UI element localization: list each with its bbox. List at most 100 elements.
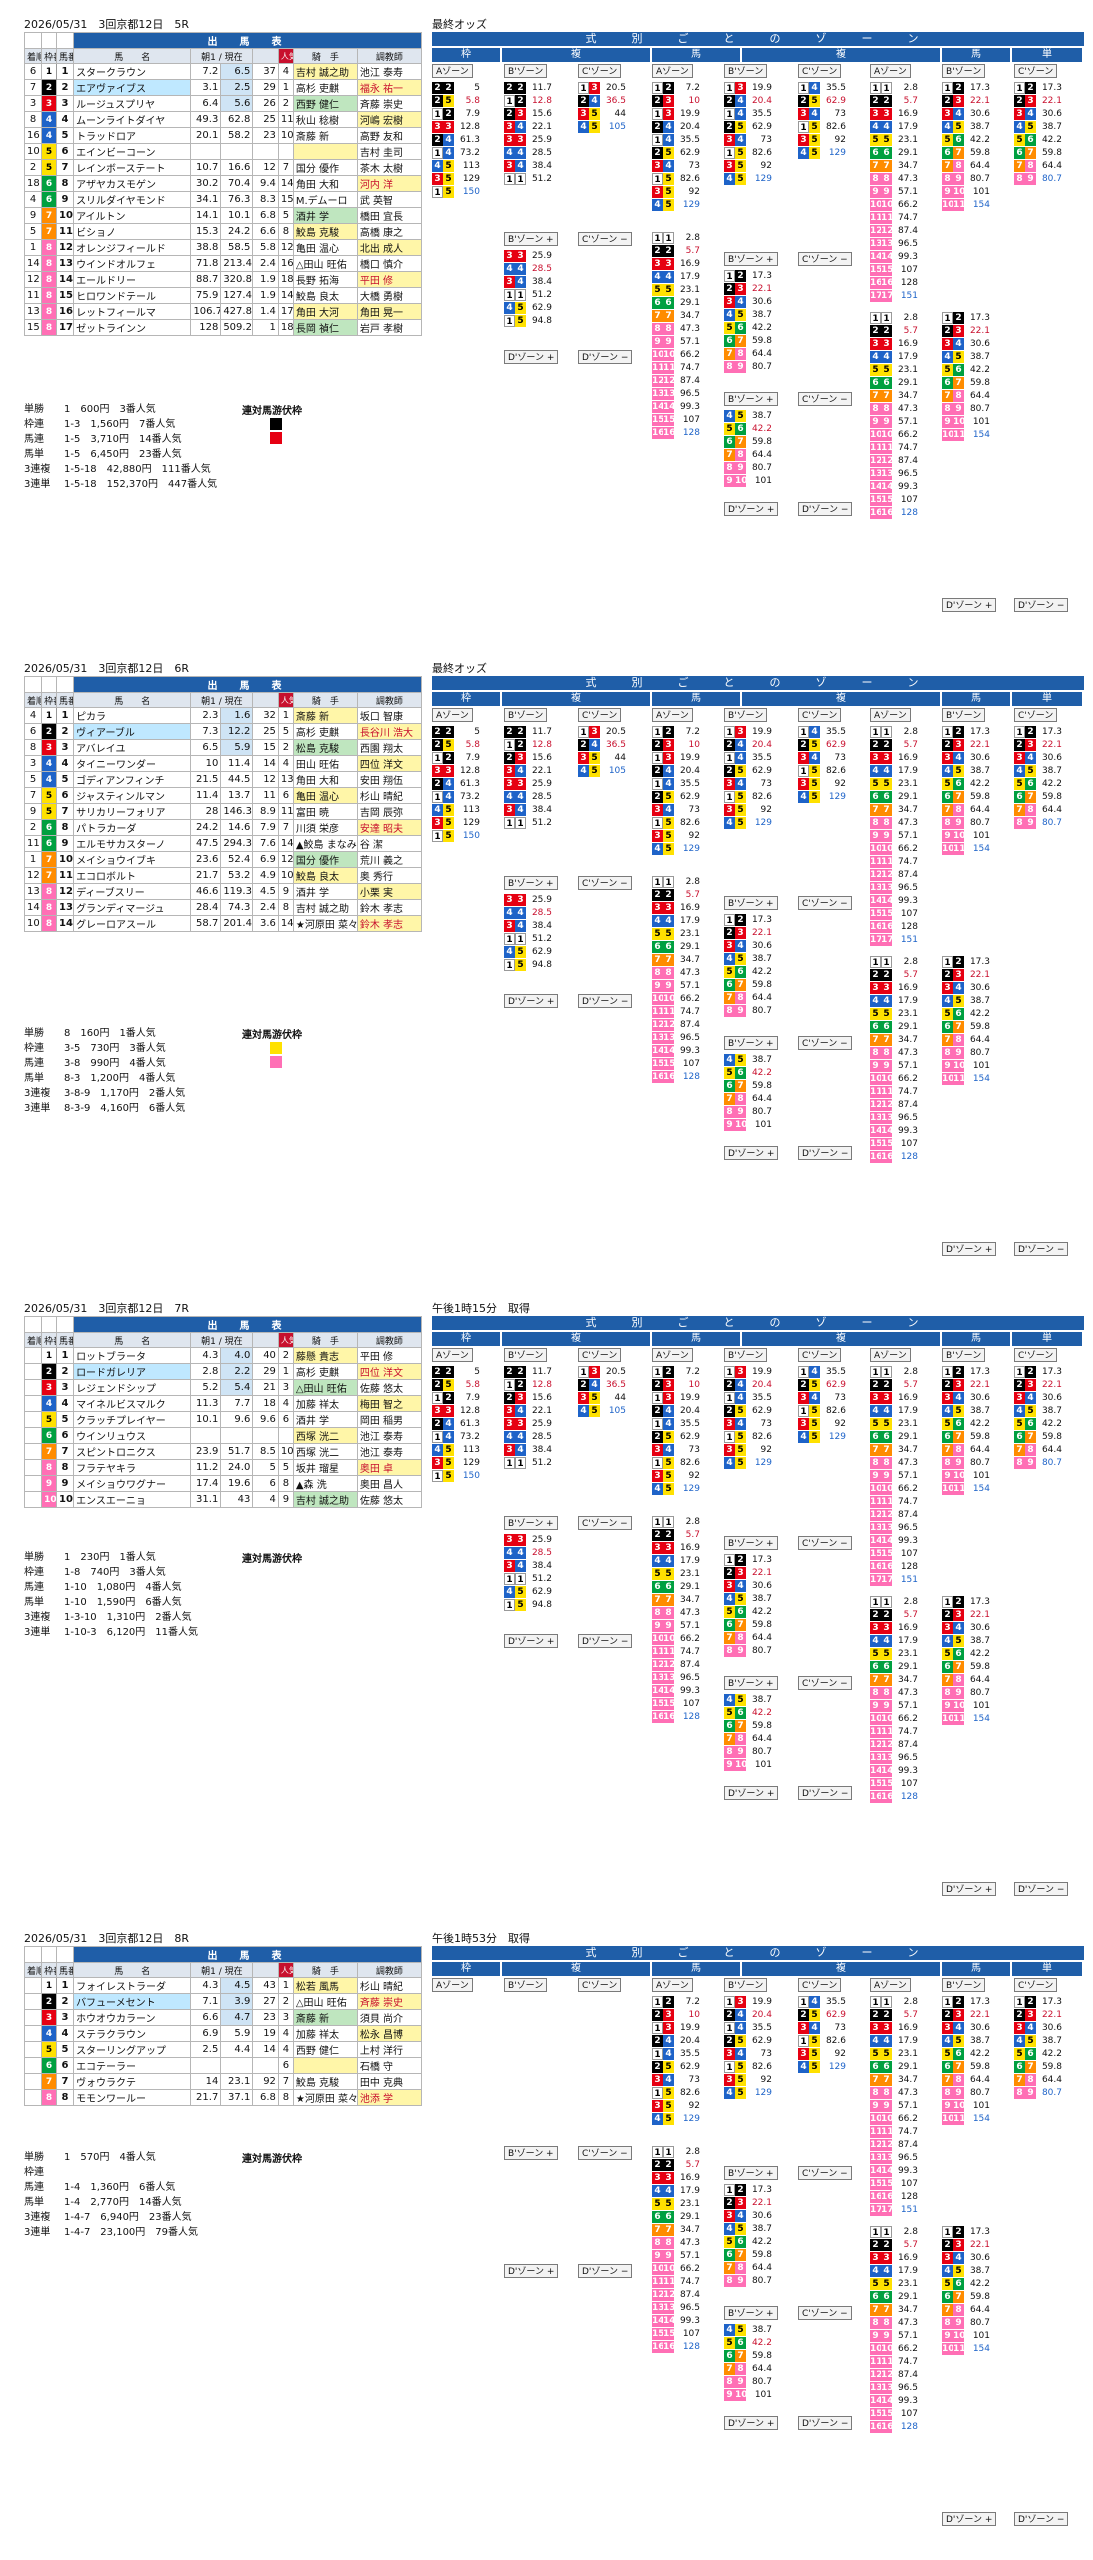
zone-tab-cminus[interactable]: C'ゾーン − — [798, 1036, 852, 1050]
zone-tab-a[interactable]: Aゾーン — [432, 1348, 473, 1362]
zone-row: 7 8 64.4 — [942, 160, 992, 172]
zone-tab-a[interactable]: Aゾーン — [870, 1348, 911, 1362]
zone-tab-dplus[interactable]: D'ゾーン + — [504, 994, 559, 1008]
zone-tab-dminus[interactable]: D'ゾーン − — [578, 2264, 633, 2278]
zone-tab-b[interactable]: B'ゾーン — [942, 1978, 986, 1992]
zone-tab-c[interactable]: C'ゾーン — [798, 64, 842, 78]
zone-tab-b[interactable]: B'ゾーン — [942, 708, 986, 722]
zone-tab-dplus[interactable]: D'ゾーン + — [942, 598, 997, 612]
zone-chip-b: 2 — [663, 1529, 674, 1541]
zone-tab-bplus[interactable]: B'ゾーン + — [724, 1676, 778, 1690]
zone-tab-cminus[interactable]: C'ゾーン − — [578, 2146, 632, 2160]
zone-tab-bplus[interactable]: B'ゾーン + — [504, 2146, 558, 2160]
zone-tab-a[interactable]: Aゾーン — [652, 1348, 693, 1362]
zone-tab-b[interactable]: B'ゾーン — [504, 708, 548, 722]
zone-tab-bplus[interactable]: B'ゾーン + — [504, 1516, 558, 1530]
zone-tab-dminus[interactable]: D'ゾーン − — [578, 994, 633, 1008]
zone-tab-dminus[interactable]: D'ゾーン − — [578, 1634, 633, 1648]
horse-number: 7 — [55, 1443, 75, 1460]
zone-tab-cminus[interactable]: C'ゾーン − — [798, 392, 852, 406]
col-umaban: 馬番 — [55, 48, 75, 64]
zone-chip-b: 7 — [953, 1661, 964, 1673]
zone-tab-a[interactable]: Aゾーン — [870, 708, 911, 722]
zone-tab-b[interactable]: B'ゾーン — [942, 64, 986, 78]
zone-tab-dminus[interactable]: D'ゾーン − — [798, 2416, 853, 2430]
zone-tab-b[interactable]: B'ゾーン — [504, 1348, 548, 1362]
zone-tab-c[interactable]: C'ゾーン — [1014, 708, 1058, 722]
zone-tab-cminus[interactable]: C'ゾーン − — [798, 1536, 852, 1550]
zone-chip-b: 5 — [663, 791, 674, 803]
zone-tab-b[interactable]: B'ゾーン — [724, 1978, 768, 1992]
zone-tab-cminus[interactable]: C'ゾーン − — [578, 232, 632, 246]
zone-tab-bplus[interactable]: B'ゾーン + — [724, 252, 778, 266]
zone-tab-bplus[interactable]: B'ゾーン + — [504, 232, 558, 246]
zone-tab-bplus[interactable]: B'ゾーン + — [724, 896, 778, 910]
zone-tab-dplus[interactable]: D'ゾーン + — [942, 1242, 997, 1256]
zone-tab-dplus[interactable]: D'ゾーン + — [942, 2512, 997, 2526]
zone-row: 8 9 80.7 — [942, 1687, 992, 1699]
zone-chip-a: 4 — [724, 1593, 735, 1605]
zone-tab-bplus[interactable]: B'ゾーン + — [724, 1036, 778, 1050]
zone-tab-c[interactable]: C'ゾーン — [798, 1978, 842, 1992]
zone-tab-b[interactable]: B'ゾーン — [724, 708, 768, 722]
zone-tab-cminus[interactable]: C'ゾーン − — [798, 252, 852, 266]
popularity: 7 — [277, 819, 294, 836]
zone-tab-c[interactable]: C'ゾーン — [578, 1978, 622, 1992]
zone-tab-cminus[interactable]: C'ゾーン − — [578, 1516, 632, 1530]
zone-tab-a[interactable]: Aゾーン — [432, 1978, 473, 1992]
zone-tab-c[interactable]: C'ゾーン — [1014, 1978, 1058, 1992]
zone-tab-dminus[interactable]: D'ゾーン − — [1014, 1882, 1069, 1896]
zone-tab-a[interactable]: Aゾーン — [652, 64, 693, 78]
zone-tab-bplus[interactable]: B'ゾーン + — [724, 2166, 778, 2180]
zone-row: 8 9 80.7 — [942, 403, 992, 415]
zone-tab-b[interactable]: B'ゾーン — [504, 64, 548, 78]
horse-row: 6 6 エコテーラー 6 石橋 守 — [23, 2057, 423, 2074]
zone-tab-dplus[interactable]: D'ゾーン + — [724, 502, 779, 516]
zone-tab-bplus[interactable]: B'ゾーン + — [724, 392, 778, 406]
zone-tab-bplus[interactable]: B'ゾーン + — [724, 1536, 778, 1550]
zone-tab-a[interactable]: Aゾーン — [432, 708, 473, 722]
zone-tab-c[interactable]: C'ゾーン — [578, 64, 622, 78]
zone-tab-dplus[interactable]: D'ゾーン + — [504, 350, 559, 364]
zone-tab-a[interactable]: Aゾーン — [870, 1978, 911, 1992]
zone-tab-dminus[interactable]: D'ゾーン − — [578, 350, 633, 364]
zone-tab-b[interactable]: B'ゾーン — [724, 1348, 768, 1362]
zone-tab-dminus[interactable]: D'ゾーン − — [798, 502, 853, 516]
zone-tab-dminus[interactable]: D'ゾーン − — [1014, 1242, 1069, 1256]
zone-tab-b[interactable]: B'ゾーン — [724, 64, 768, 78]
zone-tab-dplus[interactable]: D'ゾーン + — [942, 1882, 997, 1896]
zone-chip-b: 17 — [881, 2204, 894, 2216]
zone-tab-cminus[interactable]: C'ゾーン − — [798, 1676, 852, 1690]
zone-tab-dplus[interactable]: D'ゾーン + — [724, 1146, 779, 1160]
zone-tab-dminus[interactable]: D'ゾーン − — [798, 1146, 853, 1160]
zone-tab-cminus[interactable]: C'ゾーン − — [798, 896, 852, 910]
zone-tab-c[interactable]: C'ゾーン — [578, 1348, 622, 1362]
zone-tab-dplus[interactable]: D'ゾーン + — [724, 1786, 779, 1800]
zone-tab-dplus[interactable]: D'ゾーン + — [504, 1634, 559, 1648]
zone-chip-b: 5 — [443, 160, 454, 172]
zone-tab-bplus[interactable]: B'ゾーン + — [504, 876, 558, 890]
zone-chip-b: 5 — [663, 1431, 674, 1443]
zone-tab-cminus[interactable]: C'ゾーン − — [798, 2306, 852, 2320]
zone-chip-b: 3 — [735, 1366, 746, 1378]
zone-tab-bplus[interactable]: B'ゾーン + — [724, 2306, 778, 2320]
zone-tab-dplus[interactable]: D'ゾーン + — [724, 2416, 779, 2430]
zone-tab-cminus[interactable]: C'ゾーン − — [578, 876, 632, 890]
zone-tab-a[interactable]: Aゾーン — [870, 64, 911, 78]
zone-tab-b[interactable]: B'ゾーン — [942, 1348, 986, 1362]
zone-tab-c[interactable]: C'ゾーン — [798, 1348, 842, 1362]
zone-tab-cminus[interactable]: C'ゾーン − — [798, 2166, 852, 2180]
zone-tab-a[interactable]: Aゾーン — [652, 1978, 693, 1992]
zone-tab-dplus[interactable]: D'ゾーン + — [504, 2264, 559, 2278]
zone-tab-dminus[interactable]: D'ゾーン − — [798, 1786, 853, 1800]
zone-tab-c[interactable]: C'ゾーン — [1014, 1348, 1058, 1362]
zone-tab-b[interactable]: B'ゾーン — [504, 1978, 548, 1992]
zone-tab-dminus[interactable]: D'ゾーン − — [1014, 598, 1069, 612]
zone-tab-dminus[interactable]: D'ゾーン − — [1014, 2512, 1069, 2526]
zone-tab-a[interactable]: Aゾーン — [432, 64, 473, 78]
zone-tab-c[interactable]: C'ゾーン — [1014, 64, 1058, 78]
zone-tab-a[interactable]: Aゾーン — [652, 708, 693, 722]
horse-number: 7 — [55, 159, 75, 176]
zone-tab-c[interactable]: C'ゾーン — [578, 708, 622, 722]
zone-tab-c[interactable]: C'ゾーン — [798, 708, 842, 722]
